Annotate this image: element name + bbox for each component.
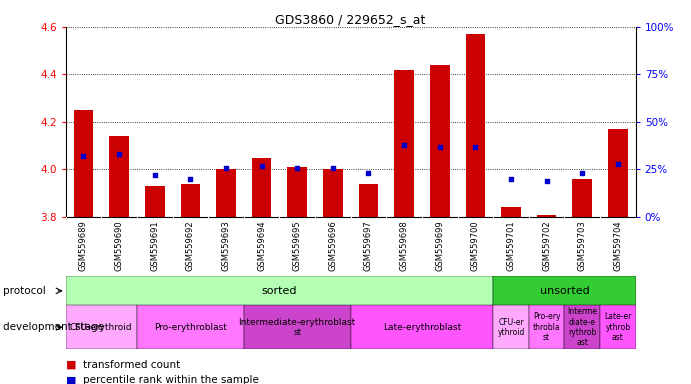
Bar [252, 157, 272, 217]
Text: GSM559690: GSM559690 [115, 220, 124, 271]
Point [292, 164, 303, 170]
Bar [180, 184, 200, 217]
Text: GSM559704: GSM559704 [614, 220, 623, 271]
Bar [66, 276, 493, 305]
Text: sorted: sorted [262, 286, 297, 296]
Point [434, 144, 445, 150]
Bar [529, 305, 565, 349]
Bar [350, 305, 493, 349]
Text: ■: ■ [66, 360, 79, 370]
Text: GSM559693: GSM559693 [222, 220, 231, 271]
Text: Late-er
ythrob
ast: Late-er ythrob ast [604, 313, 632, 342]
Text: GSM559695: GSM559695 [293, 220, 302, 271]
Text: GSM559700: GSM559700 [471, 220, 480, 271]
Text: GSM559694: GSM559694 [257, 220, 266, 271]
Title: GDS3860 / 229652_s_at: GDS3860 / 229652_s_at [276, 13, 426, 26]
Text: Intermediate-erythroblast
st: Intermediate-erythroblast st [238, 318, 356, 337]
Point [184, 176, 196, 182]
Text: GSM559697: GSM559697 [364, 220, 373, 271]
Point [113, 151, 124, 157]
Point [256, 162, 267, 169]
Point [577, 170, 588, 176]
Point [220, 164, 231, 170]
Bar [608, 129, 627, 217]
Bar [145, 186, 164, 217]
Text: GSM559703: GSM559703 [578, 220, 587, 271]
Bar [66, 305, 137, 349]
Text: protocol: protocol [3, 286, 46, 296]
Bar [493, 276, 636, 305]
Text: Interme
diate-e
rythrob
ast: Interme diate-e rythrob ast [567, 307, 597, 348]
Text: GSM559699: GSM559699 [435, 220, 444, 271]
Bar [501, 207, 521, 217]
Point [541, 178, 552, 184]
Point [328, 164, 339, 170]
Text: CFU-erythroid: CFU-erythroid [70, 323, 133, 332]
Bar [74, 110, 93, 217]
Bar [466, 34, 485, 217]
Bar [537, 215, 556, 217]
Bar [287, 167, 307, 217]
Text: transformed count: transformed count [83, 360, 180, 370]
Text: GSM559696: GSM559696 [328, 220, 337, 271]
Bar [109, 136, 129, 217]
Bar [493, 305, 529, 349]
Point [78, 153, 89, 159]
Point [470, 144, 481, 150]
Bar [244, 305, 350, 349]
Text: CFU-er
ythroid: CFU-er ythroid [498, 318, 524, 337]
Text: GSM559689: GSM559689 [79, 220, 88, 271]
Bar [572, 179, 592, 217]
Text: GSM559702: GSM559702 [542, 220, 551, 271]
Bar [359, 184, 378, 217]
Text: unsorted: unsorted [540, 286, 589, 296]
Text: Pro-ery
throbla
st: Pro-ery throbla st [533, 313, 560, 342]
Bar [137, 305, 244, 349]
Point [399, 142, 410, 148]
Bar [600, 305, 636, 349]
Text: ■: ■ [66, 375, 79, 384]
Text: development stage: development stage [3, 322, 104, 333]
Point [149, 172, 160, 178]
Text: GSM559701: GSM559701 [507, 220, 515, 271]
Bar [430, 65, 450, 217]
Text: GSM559691: GSM559691 [150, 220, 159, 271]
Text: percentile rank within the sample: percentile rank within the sample [83, 375, 259, 384]
Bar [565, 305, 600, 349]
Bar [216, 169, 236, 217]
Text: Late-erythroblast: Late-erythroblast [383, 323, 461, 332]
Text: GSM559698: GSM559698 [399, 220, 408, 271]
Text: Pro-erythroblast: Pro-erythroblast [154, 323, 227, 332]
Point [363, 170, 374, 176]
Bar [323, 169, 343, 217]
Bar [395, 70, 414, 217]
Point [612, 161, 623, 167]
Text: GSM559692: GSM559692 [186, 220, 195, 271]
Point [506, 176, 517, 182]
